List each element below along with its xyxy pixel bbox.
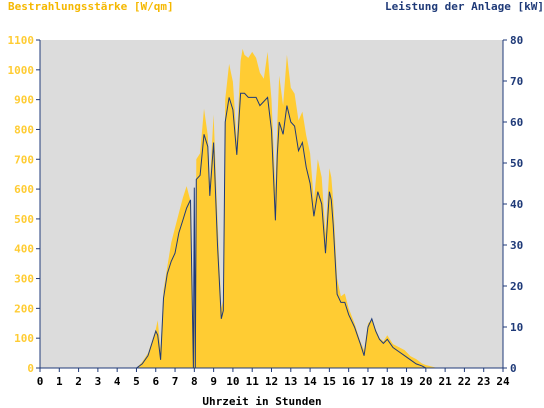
x-tick-label: 3 (95, 375, 102, 388)
x-tick-label: 21 (439, 375, 453, 388)
irradiance-area (40, 48, 503, 369)
right-tick-label: 0 (510, 362, 517, 375)
x-tick-label: 17 (361, 375, 374, 388)
x-tick-label: 11 (246, 375, 260, 388)
x-tick-label: 24 (496, 375, 510, 388)
left-axis-label: Bestrahlungsstärke [W/qm] (8, 0, 174, 13)
left-tick-label: 800 (14, 123, 34, 136)
x-tick-label: 2 (75, 375, 82, 388)
x-tick-label: 20 (419, 375, 432, 388)
x-tick-label: 7 (172, 375, 179, 388)
left-tick-label: 600 (14, 183, 34, 196)
left-tick-label: 100 (14, 332, 34, 345)
right-tick-label: 10 (510, 321, 523, 334)
x-tick-label: 22 (458, 375, 471, 388)
x-tick-label: 1 (56, 375, 63, 388)
right-tick-label: 30 (510, 239, 523, 252)
left-tick-label: 300 (14, 273, 34, 286)
x-tick-label: 19 (400, 375, 413, 388)
x-tick-label: 5 (133, 375, 140, 388)
x-tick-label: 8 (191, 375, 198, 388)
left-tick-label: 700 (14, 153, 34, 166)
x-tick-label: 23 (477, 375, 490, 388)
x-axis-label: Uhrzeit in Stunden (202, 395, 321, 408)
x-tick-label: 12 (265, 375, 278, 388)
right-tick-label: 40 (510, 198, 523, 211)
right-tick-label: 80 (510, 34, 523, 47)
x-tick-label: 0 (37, 375, 44, 388)
x-tick-label: 14 (303, 375, 317, 388)
left-tick-label: 900 (14, 94, 34, 107)
left-tick-label: 0 (27, 362, 34, 375)
left-tick-label: 400 (14, 243, 34, 256)
right-axis-label: Leistung der Anlage [kW] (385, 0, 544, 13)
x-tick-label: 4 (114, 375, 121, 388)
right-tick-label: 20 (510, 280, 523, 293)
left-tick-label: 1000 (8, 64, 35, 77)
right-tick-label: 70 (510, 75, 523, 88)
x-tick-label: 6 (152, 375, 159, 388)
left-tick-label: 200 (14, 302, 34, 315)
left-tick-label: 1100 (8, 34, 35, 47)
right-tick-label: 60 (510, 116, 523, 129)
x-tick-label: 10 (226, 375, 239, 388)
right-tick-label: 50 (510, 157, 523, 170)
x-tick-label: 9 (210, 375, 217, 388)
left-tick-label: 500 (14, 213, 34, 226)
series-layer (40, 48, 503, 369)
axes-layer: 0100200300400500600700800900100011000102… (8, 34, 524, 388)
x-tick-label: 16 (342, 375, 356, 388)
x-tick-label: 13 (284, 375, 297, 388)
x-tick-label: 18 (381, 375, 394, 388)
power-line (40, 92, 503, 369)
x-tick-label: 15 (323, 375, 336, 388)
